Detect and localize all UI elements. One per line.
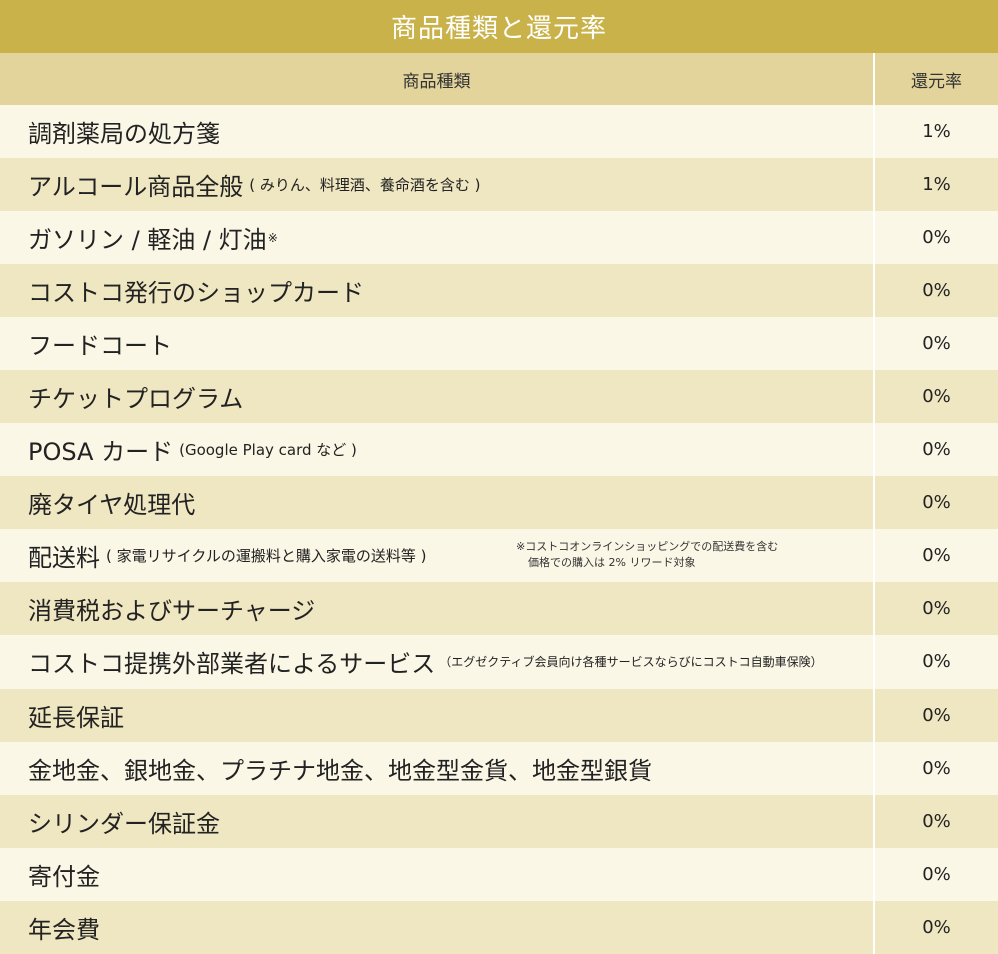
header-rate: 還元率 — [873, 53, 998, 105]
row-rate: 0% — [873, 794, 998, 848]
table-row: 消費税およびサーチャージ 0% — [0, 582, 998, 636]
row-rate: 0% — [873, 423, 998, 477]
table-row: ガソリン / 軽油 / 灯油 ※ 0% — [0, 211, 998, 265]
table-row: コストコ提携外部業者によるサービス （エグゼクティブ会員向け各種サービスならびにコ… — [0, 635, 998, 689]
row-name: 消費税およびサーチャージ — [28, 597, 316, 626]
row-name: チケットプログラム — [28, 385, 244, 414]
row-rate: 0% — [873, 317, 998, 371]
row-rate: 0% — [873, 688, 998, 742]
row-rate: 1% — [873, 158, 998, 212]
row-rate: 0% — [873, 900, 998, 954]
row-sub: ( 家電リサイクルの運搬料と購入家電の送料等 ) — [106, 547, 427, 566]
table-row: チケットプログラム 0% — [0, 370, 998, 424]
row-name: シリンダー保証金 — [28, 809, 220, 838]
table-row: 調剤薬局の処方箋 1% — [0, 105, 998, 159]
table-row: アルコール商品全般 ( みりん、料理酒、養命酒を含む ) 1% — [0, 158, 998, 212]
row-name: 廃タイヤ処理代 — [28, 491, 196, 520]
row-rate: 0% — [873, 741, 998, 795]
table-row: コストコ発行のショップカード 0% — [0, 264, 998, 318]
table-title: 商品種類と還元率 — [0, 0, 998, 53]
row-note-line2: 価格での購入は 2% リワード対象 — [528, 556, 696, 570]
table-row: 延長保証 0% — [0, 688, 998, 742]
row-note: ※コストコオンラインショッピングでの配送費を含む 価格での購入は 2% リワード… — [516, 539, 778, 571]
row-sub: （エグゼクティブ会員向け各種サービスならびにコストコ自動車保険） — [439, 655, 823, 670]
row-rate: 0% — [873, 847, 998, 901]
row-footnote-mark: ※ — [267, 230, 278, 245]
row-name: アルコール商品全般 — [28, 173, 244, 202]
row-sub: ( みりん、料理酒、養命酒を含む ) — [249, 176, 481, 195]
row-name: POSA カード — [28, 438, 174, 467]
header-product-type: 商品種類 — [402, 71, 471, 92]
row-name: フードコート — [28, 332, 172, 361]
row-name: 調剤薬局の処方箋 — [28, 120, 220, 149]
row-name: 延長保証 — [28, 703, 124, 732]
row-rate: 0% — [873, 264, 998, 318]
row-name: 年会費 — [28, 915, 100, 944]
row-name: 配送料 — [28, 544, 100, 573]
table-row: 廃タイヤ処理代 0% — [0, 476, 998, 530]
table-row: 金地金、銀地金、プラチナ地金、地金型金貨、地金型銀貨 0% — [0, 741, 998, 795]
row-rate: 0% — [873, 529, 998, 583]
table-row: POSA カード (Google Play card など ) 0% — [0, 423, 998, 477]
row-name: コストコ提携外部業者によるサービス — [28, 650, 436, 679]
row-sub: (Google Play card など ) — [179, 441, 357, 460]
row-rate: 0% — [873, 635, 998, 689]
table-row: 寄付金 0% — [0, 847, 998, 901]
row-name: 寄付金 — [28, 862, 100, 891]
row-rate: 0% — [873, 476, 998, 530]
row-rate: 0% — [873, 582, 998, 636]
table-header: 商品種類 還元率 — [0, 53, 998, 105]
row-rate: 1% — [873, 105, 998, 159]
table-row: フードコート 0% — [0, 317, 998, 371]
table-row: シリンダー保証金 0% — [0, 794, 998, 848]
row-rate: 0% — [873, 370, 998, 424]
row-name: コストコ発行のショップカード — [28, 279, 364, 308]
table-row: 年会費 0% — [0, 900, 998, 954]
row-rate: 0% — [873, 211, 998, 265]
row-name: ガソリン / 軽油 / 灯油 — [28, 226, 267, 255]
row-name: 金地金、銀地金、プラチナ地金、地金型金貨、地金型銀貨 — [28, 756, 652, 785]
row-note-line1: ※コストコオンラインショッピングでの配送費を含む — [516, 540, 779, 554]
table-row: 配送料 ( 家電リサイクルの運搬料と購入家電の送料等 ) ※コストコオンラインショ… — [0, 529, 998, 583]
